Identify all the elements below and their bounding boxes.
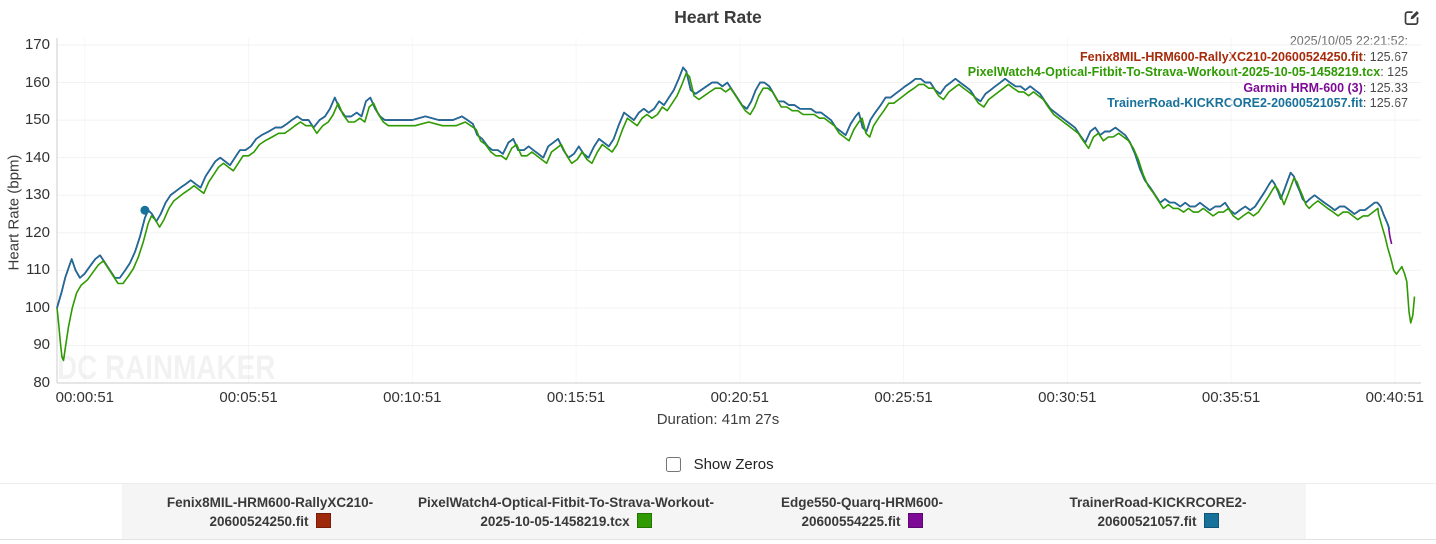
- legend-item-line1: Edge550-Quarq-HRM600-: [780, 494, 944, 510]
- y-tick-label: 110: [26, 261, 50, 279]
- y-tick-label: 80: [33, 374, 50, 391]
- legend-item-line2: 20600554225.fit: [714, 512, 1010, 531]
- series-line: [56, 66, 1391, 309]
- tooltip-rows: Fenix8MIL-HRM600-RallyXC210-20600524250.…: [968, 50, 1408, 112]
- x-tick-label: 00:05:51: [219, 389, 278, 406]
- legend-item[interactable]: Fenix8MIL-HRM600-RallyXC210- 20600524250.…: [122, 493, 418, 531]
- pencil-square-icon: [1404, 11, 1419, 25]
- legend-item-line2: 20600521057.fit: [1010, 512, 1306, 531]
- legend-color-swatch: [1203, 512, 1219, 528]
- x-tick-label: 00:10:51: [383, 389, 442, 406]
- legend-item[interactable]: PixelWatch4-Optical-Fitbit-To-Strava-Wor…: [418, 493, 714, 531]
- dc-rainmaker-watermark: DC RAINMAKER: [57, 349, 276, 387]
- series-legend: Fenix8MIL-HRM600-RallyXC210- 20600524250.…: [122, 484, 1306, 539]
- y-tick-label: 100: [24, 298, 50, 316]
- series-line: [56, 66, 1393, 309]
- legend-item-line2: 2025-10-05-1458219.tcx: [418, 512, 714, 531]
- x-tick-label: 00:15:51: [546, 389, 606, 406]
- chart-title: Heart Rate: [674, 7, 762, 27]
- legend-item-line1: PixelWatch4-Optical-Fitbit-To-Strava-Wor…: [418, 494, 715, 510]
- show-zeros-label: Show Zeros: [693, 456, 774, 473]
- tooltip-series-value: TrainerRoad-KICKRCORE2-20600521057.fit: …: [1107, 96, 1408, 110]
- legend-item-line1: TrainerRoad-KICKRCORE2-: [1069, 494, 1247, 510]
- legend-item-line1: Fenix8MIL-HRM600-RallyXC210-: [166, 494, 374, 510]
- x-tick-label: 00:00:51: [55, 389, 115, 406]
- legend-strip: Fenix8MIL-HRM600-RallyXC210- 20600524250.…: [0, 483, 1436, 540]
- tooltip-series-value: Fenix8MIL-HRM600-RallyXC210-20600524250.…: [1080, 49, 1408, 64]
- y-tick-label: 150: [24, 111, 50, 129]
- legend-item[interactable]: TrainerRoad-KICKRCORE2- 20600521057.fit: [1010, 493, 1306, 531]
- y-tick-label: 160: [24, 73, 50, 91]
- legend-color-swatch: [315, 512, 331, 528]
- heart-rate-plot[interactable]: [0, 0, 1436, 440]
- show-zeros-checkbox[interactable]: [666, 457, 682, 472]
- y-tick-label: 130: [24, 186, 50, 204]
- x-tick-label: 00:25:51: [874, 389, 933, 406]
- legend-color-swatch: [907, 512, 923, 528]
- x-tick-label: 00:40:51: [1365, 389, 1425, 406]
- x-tick-label: 00:35:51: [1201, 389, 1261, 406]
- y-tick-label: 90: [33, 336, 50, 354]
- edit-chart-icon[interactable]: [1402, 8, 1422, 28]
- x-tick-label: 00:20:51: [710, 389, 770, 406]
- legend-item[interactable]: Edge550-Quarq-HRM600- 20600554225.fit: [714, 493, 1010, 531]
- y-tick-label: 140: [24, 148, 50, 166]
- legend-color-swatch: [636, 512, 652, 528]
- series-line: [56, 72, 1416, 362]
- data-point-marker: [140, 205, 150, 215]
- x-axis-duration-label: Duration: 41m 27s: [656, 411, 780, 428]
- tooltip-series-value: Garmin HRM-600 (3): 125.33: [1243, 80, 1408, 95]
- series-line: [56, 66, 1391, 309]
- y-tick-label: 170: [24, 36, 50, 53]
- y-tick-label: 120: [24, 223, 50, 241]
- legend-item-line2: 20600524250.fit: [122, 512, 418, 531]
- show-zeros-row: Show Zeros: [0, 454, 1436, 475]
- x-tick-label: 00:30:51: [1038, 389, 1097, 406]
- tooltip-series-value: PixelWatch4-Optical-Fitbit-To-Strava-Wor…: [967, 65, 1408, 79]
